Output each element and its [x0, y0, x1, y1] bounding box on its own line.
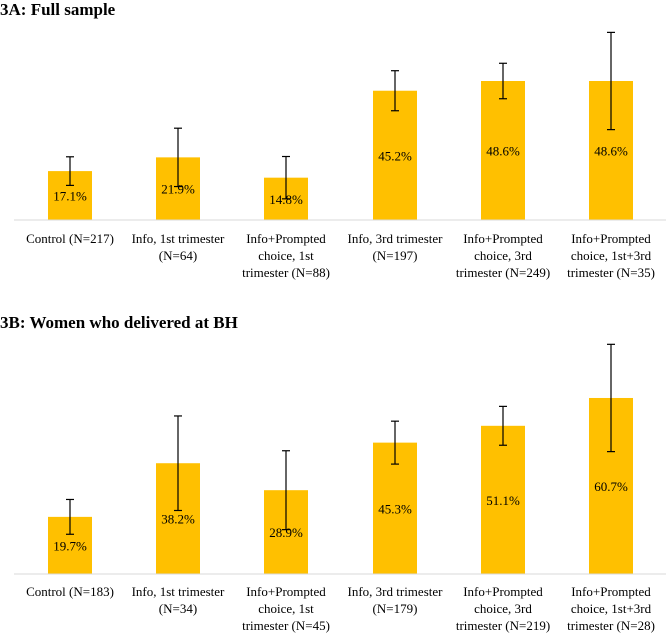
error-bar-6	[607, 343, 615, 453]
x-tick-label-1: Control (N=183)	[26, 584, 114, 599]
error-bar-3	[282, 155, 290, 200]
chart-a: 17.1% 21.9% 14.8% 45.2% 48.6% 48.6% Control (N…	[14, 31, 666, 280]
data-label-6: 60.7%	[594, 479, 628, 494]
x-tick-label-3: Info+Prompted choice, 1st trimester (N=45)	[242, 584, 330, 633]
data-label-3: 28.9%	[269, 525, 303, 540]
bar-4	[373, 90, 417, 220]
bar-5	[481, 81, 525, 220]
error-bar-4	[391, 420, 399, 465]
x-tick-label-5: Info+Prompted choice, 3rd trimester (N=219…	[456, 584, 550, 633]
error-bar-5	[499, 405, 507, 446]
data-label-3: 14.8%	[269, 192, 303, 207]
error-bar-5	[499, 62, 507, 100]
error-bar-3	[282, 450, 290, 531]
x-tick-label-4: Info, 3rd trimester (N=179)	[348, 584, 444, 616]
x-tick-label-6: Info+Prompted choice, 1st+3rd trimester (N…	[567, 231, 655, 280]
data-label-4: 45.3%	[378, 501, 412, 516]
data-label-2: 21.9%	[161, 182, 195, 197]
data-label-6: 48.6%	[594, 144, 628, 159]
x-tick-label-3: Info+Prompted choice, 1st trimester (N=88)	[242, 231, 330, 280]
data-label-4: 45.2%	[378, 148, 412, 163]
error-bar-2	[174, 415, 182, 512]
data-label-5: 48.6%	[486, 144, 520, 159]
x-tick-label-6: Info+Prompted choice, 1st+3rd trimester (N…	[567, 584, 655, 633]
data-label-2: 38.2%	[161, 512, 195, 527]
chart-a-title: 3A: Full sample	[0, 0, 116, 19]
x-tick-label-2: Info, 1st trimester (N=64)	[132, 231, 225, 263]
chart-b-title: 3B: Women who delivered at BH	[0, 313, 238, 332]
bar-5	[481, 425, 525, 574]
error-bar-1	[66, 498, 74, 535]
x-tick-label-2: Info, 1st trimester (N=34)	[132, 584, 225, 616]
x-tick-label-1: Control (N=217)	[26, 231, 114, 246]
error-bar-4	[391, 70, 399, 112]
error-bar-1	[66, 156, 74, 186]
x-tick-label-4: Info, 3rd trimester (N=197)	[348, 231, 444, 263]
data-label-1: 19.7%	[53, 538, 87, 553]
data-label-1: 17.1%	[53, 189, 87, 204]
error-bar-6	[607, 31, 615, 131]
error-bar-2	[174, 127, 182, 188]
x-tick-label-5: Info+Prompted choice, 3rd trimester (N=249…	[456, 231, 550, 280]
data-label-5: 51.1%	[486, 493, 520, 508]
